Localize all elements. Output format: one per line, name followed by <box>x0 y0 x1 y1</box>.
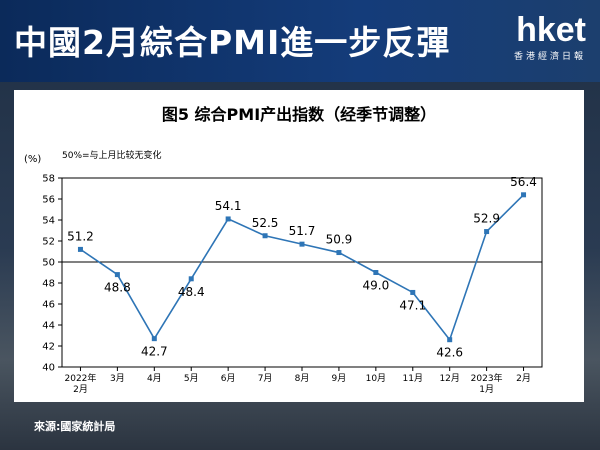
data-point <box>151 336 157 342</box>
x-tick-label: 2月 <box>516 373 531 384</box>
data-label: 50.9 <box>326 233 353 247</box>
data-label: 47.1 <box>399 298 426 312</box>
data-point <box>225 216 231 222</box>
chart-annotation: 50%=与上月比较无变化 <box>62 149 162 161</box>
data-point <box>410 289 416 295</box>
x-tick-label: 7月 <box>258 373 273 384</box>
data-label: 48.4 <box>178 285 205 299</box>
x-tick-label: 12月 <box>439 373 459 384</box>
plot-area: 40 42 44 46 48 50 52 54 56 58 2022年 2月 3月 4月 5月 6月 7月 8月 9… <box>42 174 543 395</box>
y-tick-label: 42 <box>42 342 55 353</box>
x-tick-label: 11月 <box>403 373 423 384</box>
x-tick-label: 10月 <box>366 373 386 384</box>
pmi-line-chart: 图5 综合PMI产出指数（经季节调整） (%) 50%=与上月比较无变化 404… <box>24 105 543 395</box>
x-tick-label: 9月 <box>332 373 347 384</box>
data-label: 49.0 <box>362 279 389 293</box>
data-point <box>262 233 268 239</box>
data-point <box>77 246 83 252</box>
y-tick-label: 54 <box>42 216 55 227</box>
x-tick-label: 3月 <box>110 373 125 384</box>
x-tick-label: 8月 <box>295 373 310 384</box>
data-point <box>447 337 453 343</box>
x-tick-label: 2022年 2月 <box>65 372 97 395</box>
plot-frame <box>61 177 543 368</box>
y-tick-label: 56 <box>42 195 55 206</box>
data-point <box>373 270 379 275</box>
data-label: 52.9 <box>473 212 500 226</box>
data-point <box>188 276 194 282</box>
y-tick-label: 52 <box>42 237 55 248</box>
data-label: 56.4 <box>510 175 537 189</box>
y-tick-label: 58 <box>42 174 55 185</box>
data-label: 51.7 <box>289 224 316 238</box>
y-tick-label: 50 <box>42 258 55 269</box>
data-label: 42.6 <box>436 346 463 360</box>
data-label: 48.8 <box>104 281 131 295</box>
logo-text: hket <box>516 11 586 49</box>
y-tick-label: 40 <box>42 363 55 374</box>
data-label: 54.1 <box>215 199 242 213</box>
y-axis-label: (%) <box>24 154 41 165</box>
x-tick-label: 5月 <box>184 373 199 384</box>
chart-panel: 图5 综合PMI产出指数（经季节调整） (%) 50%=与上月比较无变化 40 4… <box>14 90 584 402</box>
data-label: 42.7 <box>141 345 168 359</box>
logo-subtext: 香港經濟日報 <box>513 52 586 62</box>
x-tick-label: 2023年 1月 <box>471 372 503 395</box>
y-tick-label: 44 <box>42 321 55 332</box>
data-point <box>336 250 342 256</box>
hket-logo: hket 香港經濟日報 <box>514 12 586 62</box>
series-line <box>80 194 525 342</box>
y-tick-label: 46 <box>42 300 55 311</box>
x-tick-label: 4月 <box>147 373 162 384</box>
data-point <box>114 272 120 278</box>
data-label: 51.2 <box>67 229 94 243</box>
source-note: 來源:國家統計局 <box>34 420 116 433</box>
header-banner: 中國2月綜合PMI進一步反彈 hket 香港經濟日報 <box>0 0 600 82</box>
x-tick-label: 6月 <box>221 373 236 384</box>
data-point <box>299 241 305 247</box>
data-point <box>484 229 490 235</box>
data-label: 52.5 <box>252 216 279 230</box>
chart-title: 图5 综合PMI产出指数（经季节调整） <box>162 105 436 124</box>
y-tick-label: 48 <box>42 279 55 290</box>
data-point <box>521 192 527 198</box>
headline: 中國2月綜合PMI進一步反彈 <box>14 23 451 62</box>
